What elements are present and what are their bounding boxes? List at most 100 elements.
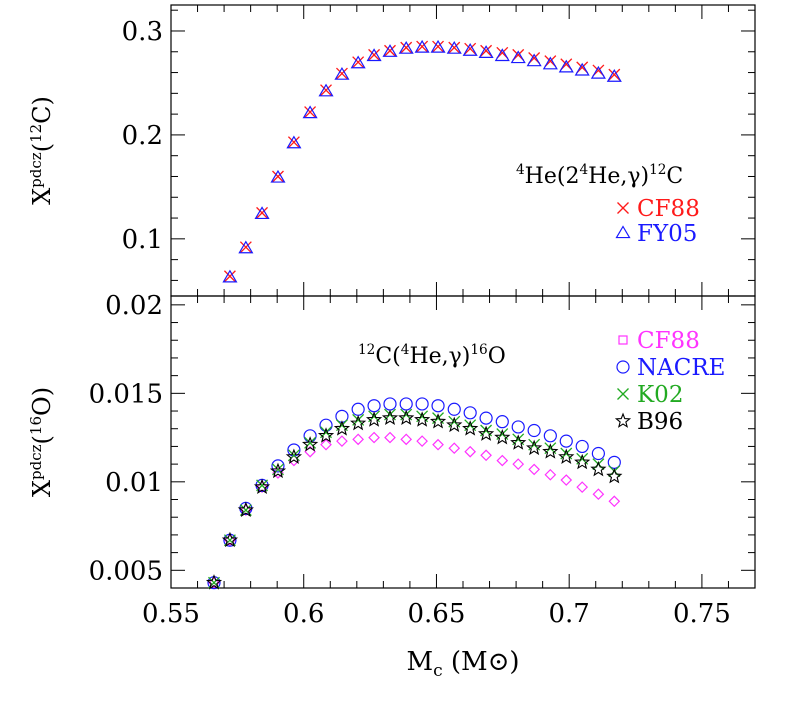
bottom-panel-point-b96-shape: [494, 429, 511, 445]
top-panel-point-fy05-shape: [510, 50, 526, 64]
bottom-reaction-annotation-part: He,γ): [409, 344, 470, 369]
bottom-panel-ytick-label: 0.01: [105, 468, 163, 498]
top-panel-point-fy05: [414, 39, 430, 53]
top-panel-point-fy05: [222, 269, 238, 283]
bottom-panel-point-b96-shape: [221, 531, 239, 548]
bottom-panel-point-cf88-shape: [448, 442, 461, 455]
bottom-reaction-annotation-part: 16: [470, 342, 487, 358]
top-panel-point-fy05-shape: [366, 48, 382, 62]
top-panel-point-fy05-shape: [414, 39, 430, 53]
bottom-panel-point-nacre: [383, 397, 397, 411]
top-panel-point-fy05-shape: [574, 62, 590, 76]
bottom-panel-point-nacre: [527, 423, 541, 438]
bottom-panel-point-nacre: [495, 415, 509, 429]
bottom-panel-series-k02: [208, 408, 621, 589]
bottom-reaction-annotation-part: 12: [358, 342, 375, 358]
x-axis-label-part: (M⊙): [443, 647, 520, 677]
bottom-panel-point-b96-shape: [301, 436, 319, 452]
top-panel-point-cf88: [416, 40, 429, 53]
top-panel-point-cf88-stroke-b: [304, 106, 317, 119]
bottom-panel-point-b96: [237, 501, 254, 518]
top-panel-point-fy05-shape: [606, 69, 622, 82]
top-panel-point-fy05-shape: [430, 39, 446, 53]
bottom-panel-y-axis-label-part: (: [28, 435, 56, 444]
top-panel-point-cf88: [480, 44, 493, 57]
bottom-panel-point-nacre-shape: [511, 420, 525, 434]
bottom-panel-point-b96: [446, 416, 463, 433]
bottom-panel-point-cf88: [336, 435, 348, 447]
top-panel-point-fy05: [526, 53, 542, 67]
top-panel-point-cf88: [256, 206, 269, 219]
bottom-panel-point-b96: [462, 420, 479, 436]
bottom-panel-point-cf88: [512, 458, 525, 470]
bottom-legend-marker-nacre-shape: [616, 360, 630, 374]
top-panel-point-fy05-shape: [286, 135, 302, 149]
bottom-panel-point-b96: [606, 467, 623, 484]
bottom-panel-point-nacre: [559, 434, 573, 448]
top-panel-point-fy05-shape: [590, 65, 606, 79]
top-legend-marker-fy05-shape: [615, 225, 631, 239]
bottom-panel-point-cf88-shape: [368, 431, 380, 444]
bottom-panel-point-nacre: [271, 459, 285, 473]
bottom-panel-point-nacre-shape: [351, 402, 365, 416]
top-legend-label-cf88: CF88: [637, 196, 700, 222]
bottom-panel-point-b96: [590, 460, 607, 477]
top-panel-point-fy05-shape: [398, 40, 414, 54]
top-panel-point-fy05: [254, 206, 270, 220]
top-panel-point-cf88: [239, 241, 252, 254]
top-panel-point-fy05-shape: [558, 59, 574, 73]
top-panel-point-fy05: [462, 43, 478, 56]
bottom-reaction-annotation-part: O: [488, 344, 506, 369]
bottom-reaction-annotation: 12C(4He,γ)16O: [358, 342, 506, 369]
bottom-panel-point-nacre-shape: [431, 399, 445, 413]
x-tick-label: 0.75: [673, 599, 731, 629]
bottom-panel-series-b96: [205, 409, 623, 590]
bottom-panel-point-cf88: [576, 481, 589, 493]
bottom-panel-point-cf88-shape: [400, 433, 413, 446]
top-panel-point-cf88: [464, 42, 477, 55]
bottom-panel-point-cf88: [224, 534, 236, 547]
top-panel-point-fy05: [350, 55, 366, 69]
bottom-panel-point-nacre-shape: [415, 397, 429, 411]
top-panel-point-cf88: [320, 84, 332, 97]
bottom-panel-point-b96: [381, 409, 399, 426]
bottom-panel-point-cf88-shape: [576, 481, 589, 493]
bottom-panel-point-nacre-shape: [575, 439, 589, 454]
bottom-panel-point-cf88-shape: [208, 576, 220, 589]
top-panel-point-cf88: [223, 270, 236, 283]
bottom-panel-point-cf88: [320, 438, 332, 451]
bottom-legend-marker-b96: [614, 412, 632, 428]
bottom-panel-point-cf88: [432, 438, 444, 451]
bottom-legend-label-k02: K02: [637, 382, 683, 408]
bottom-panel-series-nacre: [207, 397, 621, 590]
top-panel-point-cf88: [432, 40, 445, 53]
bottom-panel-point-nacre: [399, 397, 413, 411]
bottom-panel-point-nacre-shape: [399, 397, 413, 411]
top-panel-point-cf88-stroke-b: [239, 241, 252, 254]
bottom-panel-point-b96-shape: [237, 501, 254, 518]
bottom-panel-point-cf88: [592, 488, 605, 501]
top-panel-point-fy05: [590, 65, 606, 79]
bottom-panel-point-cf88-shape: [480, 449, 492, 462]
bottom-legend-marker-b96-shape: [614, 412, 632, 428]
top-panel-point-cf88-stroke-b: [335, 67, 348, 80]
x-axis-label-part: c: [433, 661, 443, 681]
bottom-panel-point-nacre: [431, 399, 445, 413]
bottom-reaction-annotation-part: 4: [401, 342, 410, 358]
top-panel-point-cf88: [384, 44, 396, 57]
bottom-panel-point-b96-shape: [253, 478, 271, 495]
top-panel-point-cf88-stroke-b: [287, 136, 300, 149]
bottom-panel-point-cf88: [464, 445, 477, 458]
bottom-panel-point-nacre-shape: [319, 418, 333, 432]
bottom-panel-point-b96-shape: [542, 443, 559, 459]
top-panel-point-fy05-shape: [254, 206, 270, 220]
bottom-panel-point-b96: [365, 411, 383, 427]
top-panel-ytick-label: 0.2: [122, 121, 163, 151]
top-panel-point-fy05: [446, 40, 462, 54]
top-panel-point-cf88-stroke-b: [432, 40, 445, 53]
top-panel-point-fy05: [270, 169, 286, 183]
top-panel-point-fy05-shape: [526, 53, 542, 67]
bottom-panel-point-b96: [285, 448, 303, 464]
bottom-panel-point-b96: [477, 425, 495, 441]
bottom-panel-point-b96: [398, 409, 415, 426]
